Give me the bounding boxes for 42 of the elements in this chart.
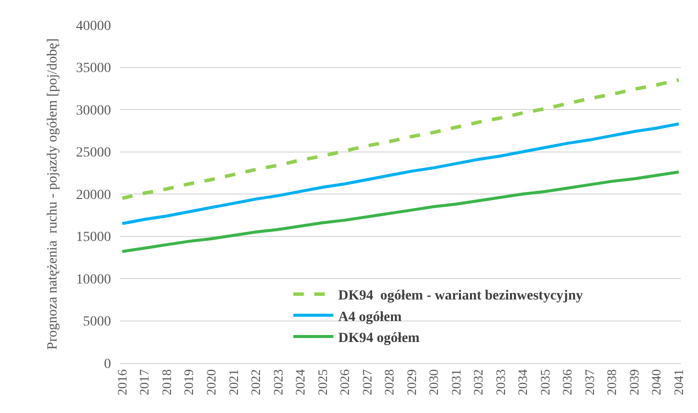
x-tick-label: 2040 [648, 369, 664, 396]
x-tick-label: 2032 [470, 369, 486, 396]
x-tick-label: 2030 [426, 369, 442, 396]
x-tick-label: 2028 [382, 369, 397, 396]
x-tick-label: 2031 [448, 369, 464, 396]
x-tick-label: 2033 [492, 369, 508, 396]
y-tick-label: 5000 [83, 314, 111, 330]
legend-label: A4 ogółem [338, 310, 402, 325]
y-tick-label: 40000 [76, 18, 111, 34]
x-tick-label: 2018 [158, 369, 174, 396]
x-tick-label: 2037 [582, 368, 597, 396]
y-tick-label: 15000 [76, 230, 111, 246]
x-tick-label: 2036 [560, 368, 575, 396]
line-series [120, 122, 680, 226]
x-tick-label: 2029 [404, 369, 419, 396]
x-tick-label: 2019 [181, 369, 196, 396]
x-tick-label: 2022 [248, 369, 264, 396]
x-tick-label: 2025 [314, 369, 330, 396]
x-tick-label: 2017 [136, 368, 152, 396]
y-tick-label: 10000 [76, 272, 111, 288]
x-tick-label: 2039 [626, 369, 642, 396]
x-tick-label: 2041 [670, 369, 686, 396]
y-tick-label: 35000 [76, 61, 111, 76]
x-tick-label: 2035 [537, 369, 552, 396]
x-tick-label: 2016 [114, 368, 130, 396]
y-tick-label: 0 [104, 356, 111, 372]
y-axis-title: Prognoza natężenia ruchu - pojazdy ogółem [poj/dobę] [46, 38, 61, 350]
x-tick-label: 2034 [515, 368, 530, 396]
y-tick-label: 25000 [76, 146, 111, 161]
y-tick-label: 20000 [76, 188, 111, 203]
x-tick-label: 2023 [270, 369, 286, 396]
y-tick-label: 30000 [76, 103, 111, 118]
x-tick-label: 2024 [292, 368, 308, 396]
legend-label: DK94 ogółem [338, 330, 420, 346]
legend-label: DK94 ogółem - wariant bezinwestycyjny [338, 288, 583, 304]
x-tick-label: 2020 [203, 369, 218, 396]
x-tick-label: 2038 [604, 369, 620, 396]
x-tick-label: 2027 [359, 368, 374, 396]
x-tick-label: 2026 [337, 368, 352, 396]
line-series [120, 78, 681, 200]
line-series [120, 170, 680, 253]
x-tick-label: 2021 [226, 369, 241, 396]
